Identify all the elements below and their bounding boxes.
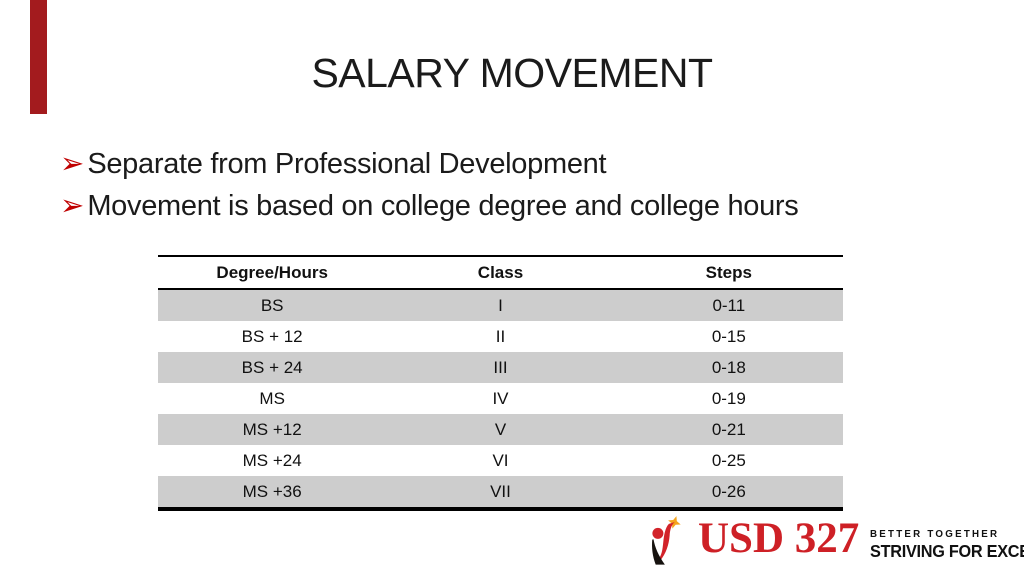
table-row: BS + 24 III 0-18: [158, 352, 843, 383]
cell-degree: MS: [259, 388, 285, 408]
cell-class: IV: [492, 388, 509, 408]
cell-class: V: [494, 419, 507, 439]
logo-tagline-better-together: BETTER TOGETHER: [870, 528, 1000, 540]
cell-degree: BS + 12: [241, 326, 303, 346]
bookmark-ribbon: [30, 0, 47, 114]
table-row: MS IV 0-19: [158, 383, 843, 414]
cell-degree: MS +36: [242, 481, 302, 501]
bullet-list: ➢ Separate from Professional Development…: [60, 144, 799, 228]
table-row: BS I 0-11: [158, 289, 843, 321]
table-row: BS + 12 II 0-15: [158, 321, 843, 352]
jumping-figure-icon: [652, 516, 681, 565]
cell-degree: MS +12: [242, 419, 302, 439]
cell-steps: 0-18: [711, 357, 746, 377]
table-row: MS +24 VI 0-25: [158, 445, 843, 476]
cell-degree: MS +24: [242, 450, 302, 470]
col-header-degree-hours: Degree/Hours: [158, 255, 387, 290]
cell-steps: 0-19: [711, 388, 746, 408]
cell-steps: 0-15: [711, 326, 746, 346]
table-header-row: Degree/Hours Class Steps: [158, 255, 843, 290]
table-row: MS +36 VII 0-26: [158, 476, 843, 509]
logo-district-name: USD 327: [698, 515, 860, 562]
bullet-text: Movement is based on college degree and …: [87, 190, 799, 222]
arrow-bullet-icon: ➢: [60, 148, 85, 180]
cell-class: I: [498, 295, 503, 315]
cell-class: III: [493, 357, 508, 377]
district-logo: USD 327 BETTER TOGETHER STRIVING FOR EXC…: [648, 507, 1024, 573]
cell-steps: 0-11: [712, 295, 746, 315]
logo-tagline-striving-for-excellence: STRIVING FOR EXCELLENCE: [870, 541, 1024, 561]
bullet-item: ➢ Movement is based on college degree an…: [60, 186, 799, 228]
cell-steps: 0-25: [711, 450, 746, 470]
salary-movement-table: Degree/Hours Class Steps BS I 0-11 BS + …: [158, 255, 843, 511]
cell-class: VI: [492, 450, 509, 470]
cell-degree: BS: [260, 295, 284, 315]
bullet-item: ➢ Separate from Professional Development: [60, 144, 799, 186]
arrow-bullet-icon: ➢: [60, 190, 85, 222]
bullet-text: Separate from Professional Development: [87, 148, 607, 180]
logo-taglines: BETTER TOGETHER STRIVING FOR EXCELLENCE: [870, 507, 1024, 562]
cell-steps: 0-21: [711, 419, 746, 439]
cell-class: VII: [490, 481, 511, 501]
col-header-steps: Steps: [614, 255, 843, 290]
cell-degree: BS + 24: [241, 357, 303, 377]
table-row: MS +12 V 0-21: [158, 414, 843, 445]
cell-steps: 0-26: [711, 481, 746, 501]
cell-class: II: [495, 326, 506, 346]
slide-title: SALARY MOVEMENT: [311, 50, 713, 96]
col-header-class: Class: [386, 255, 615, 290]
